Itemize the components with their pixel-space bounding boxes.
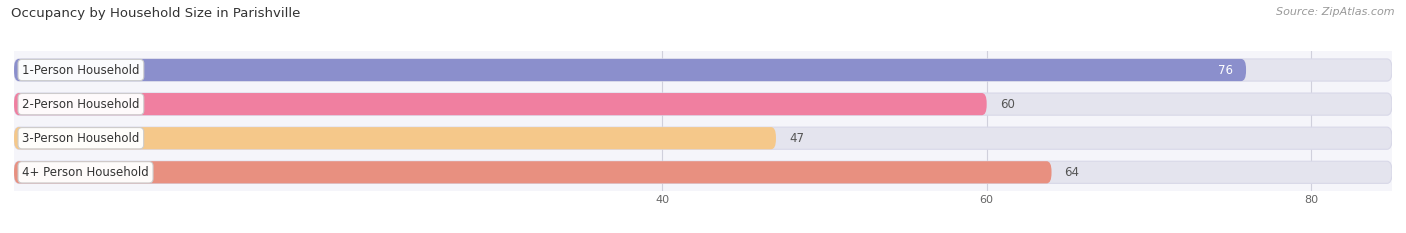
Text: 60: 60 [1000,98,1015,111]
FancyBboxPatch shape [14,93,987,115]
Text: 3-Person Household: 3-Person Household [22,132,139,145]
Text: 4+ Person Household: 4+ Person Household [22,166,149,179]
Text: 47: 47 [789,132,804,145]
FancyBboxPatch shape [14,127,776,149]
FancyBboxPatch shape [14,59,1392,81]
Text: Source: ZipAtlas.com: Source: ZipAtlas.com [1277,7,1395,17]
FancyBboxPatch shape [14,161,1052,183]
Text: Occupancy by Household Size in Parishville: Occupancy by Household Size in Parishvil… [11,7,301,20]
Text: 76: 76 [1218,64,1233,76]
FancyBboxPatch shape [14,59,1246,81]
Text: 2-Person Household: 2-Person Household [22,98,139,111]
Text: 64: 64 [1064,166,1080,179]
FancyBboxPatch shape [14,161,1392,183]
Text: 1-Person Household: 1-Person Household [22,64,139,76]
FancyBboxPatch shape [14,93,1392,115]
FancyBboxPatch shape [14,127,1392,149]
